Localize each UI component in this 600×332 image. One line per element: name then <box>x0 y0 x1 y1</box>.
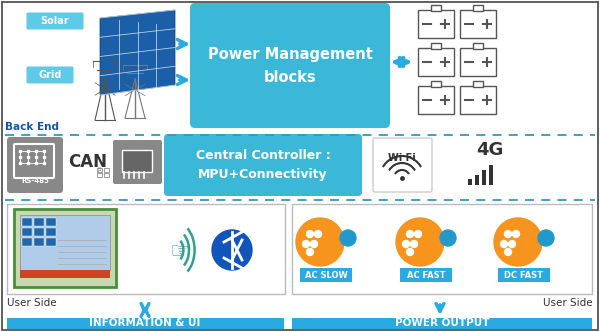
Bar <box>104 173 109 177</box>
Text: User Side: User Side <box>7 298 56 308</box>
Circle shape <box>307 248 314 256</box>
Bar <box>300 268 352 282</box>
Bar <box>7 204 285 294</box>
Bar <box>475 175 479 185</box>
Bar <box>104 168 109 172</box>
Bar <box>22 238 32 246</box>
Circle shape <box>296 218 344 266</box>
Bar <box>468 179 472 185</box>
FancyBboxPatch shape <box>373 138 432 192</box>
Bar <box>20 270 110 278</box>
FancyBboxPatch shape <box>7 137 63 193</box>
Bar <box>20 215 110 270</box>
Circle shape <box>396 218 444 266</box>
Bar <box>34 238 44 246</box>
FancyBboxPatch shape <box>14 144 54 178</box>
FancyBboxPatch shape <box>26 13 83 30</box>
Bar <box>473 5 483 11</box>
Circle shape <box>538 230 554 246</box>
Bar <box>22 228 32 236</box>
Bar <box>97 173 102 177</box>
FancyBboxPatch shape <box>190 3 390 128</box>
Bar <box>46 238 56 246</box>
Circle shape <box>307 230 314 237</box>
Bar <box>46 218 56 226</box>
Bar <box>418 48 454 76</box>
Bar <box>473 81 483 87</box>
Circle shape <box>512 230 520 237</box>
FancyBboxPatch shape <box>164 134 362 196</box>
Bar <box>292 318 592 329</box>
Polygon shape <box>100 10 175 95</box>
Circle shape <box>440 230 456 246</box>
Circle shape <box>505 248 511 256</box>
Text: CAN: CAN <box>68 153 107 171</box>
Bar <box>22 218 32 226</box>
Circle shape <box>505 230 511 237</box>
Circle shape <box>410 240 418 247</box>
Text: Back End: Back End <box>5 122 59 132</box>
Text: Power Management
blocks: Power Management blocks <box>208 47 373 85</box>
Bar <box>431 5 441 11</box>
Bar <box>460 10 496 38</box>
Text: Wi Fi: Wi Fi <box>388 153 416 163</box>
Text: Central Controller :
MPU+Connectivity: Central Controller : MPU+Connectivity <box>196 149 331 181</box>
Circle shape <box>302 240 310 247</box>
Text: DC FAST: DC FAST <box>505 271 544 280</box>
Circle shape <box>403 240 409 247</box>
Bar <box>418 86 454 114</box>
Bar <box>482 170 486 185</box>
Circle shape <box>314 230 322 237</box>
Text: ☞: ☞ <box>169 242 189 262</box>
Bar <box>498 268 550 282</box>
Bar <box>122 150 152 172</box>
Bar <box>431 43 441 49</box>
Bar <box>7 318 284 329</box>
Bar <box>431 81 441 87</box>
Circle shape <box>415 230 421 237</box>
Bar <box>400 268 452 282</box>
FancyBboxPatch shape <box>26 66 74 84</box>
Bar <box>46 228 56 236</box>
Circle shape <box>500 240 508 247</box>
Text: 4G: 4G <box>476 141 503 159</box>
Text: AC SLOW: AC SLOW <box>305 271 347 280</box>
Circle shape <box>212 230 252 270</box>
Text: RS-485: RS-485 <box>21 178 49 184</box>
Text: Solar: Solar <box>41 16 70 26</box>
Text: INFORMATION & UI: INFORMATION & UI <box>89 318 200 328</box>
Bar <box>14 209 116 287</box>
Bar <box>97 168 102 172</box>
Circle shape <box>407 230 413 237</box>
Text: POWER OUTPUT: POWER OUTPUT <box>395 318 489 328</box>
Circle shape <box>509 240 515 247</box>
Circle shape <box>340 230 356 246</box>
Bar <box>34 218 44 226</box>
Circle shape <box>407 248 413 256</box>
Bar <box>34 228 44 236</box>
Text: ᵦ: ᵦ <box>98 163 101 173</box>
Bar <box>460 48 496 76</box>
Bar <box>473 43 483 49</box>
Bar <box>418 10 454 38</box>
Bar <box>460 86 496 114</box>
Circle shape <box>311 240 317 247</box>
Text: Grid: Grid <box>38 70 62 80</box>
Text: AC FAST: AC FAST <box>407 271 445 280</box>
Bar <box>489 165 493 185</box>
Bar <box>292 204 592 294</box>
Text: User Side: User Side <box>544 298 593 308</box>
Circle shape <box>494 218 542 266</box>
FancyBboxPatch shape <box>113 140 162 184</box>
